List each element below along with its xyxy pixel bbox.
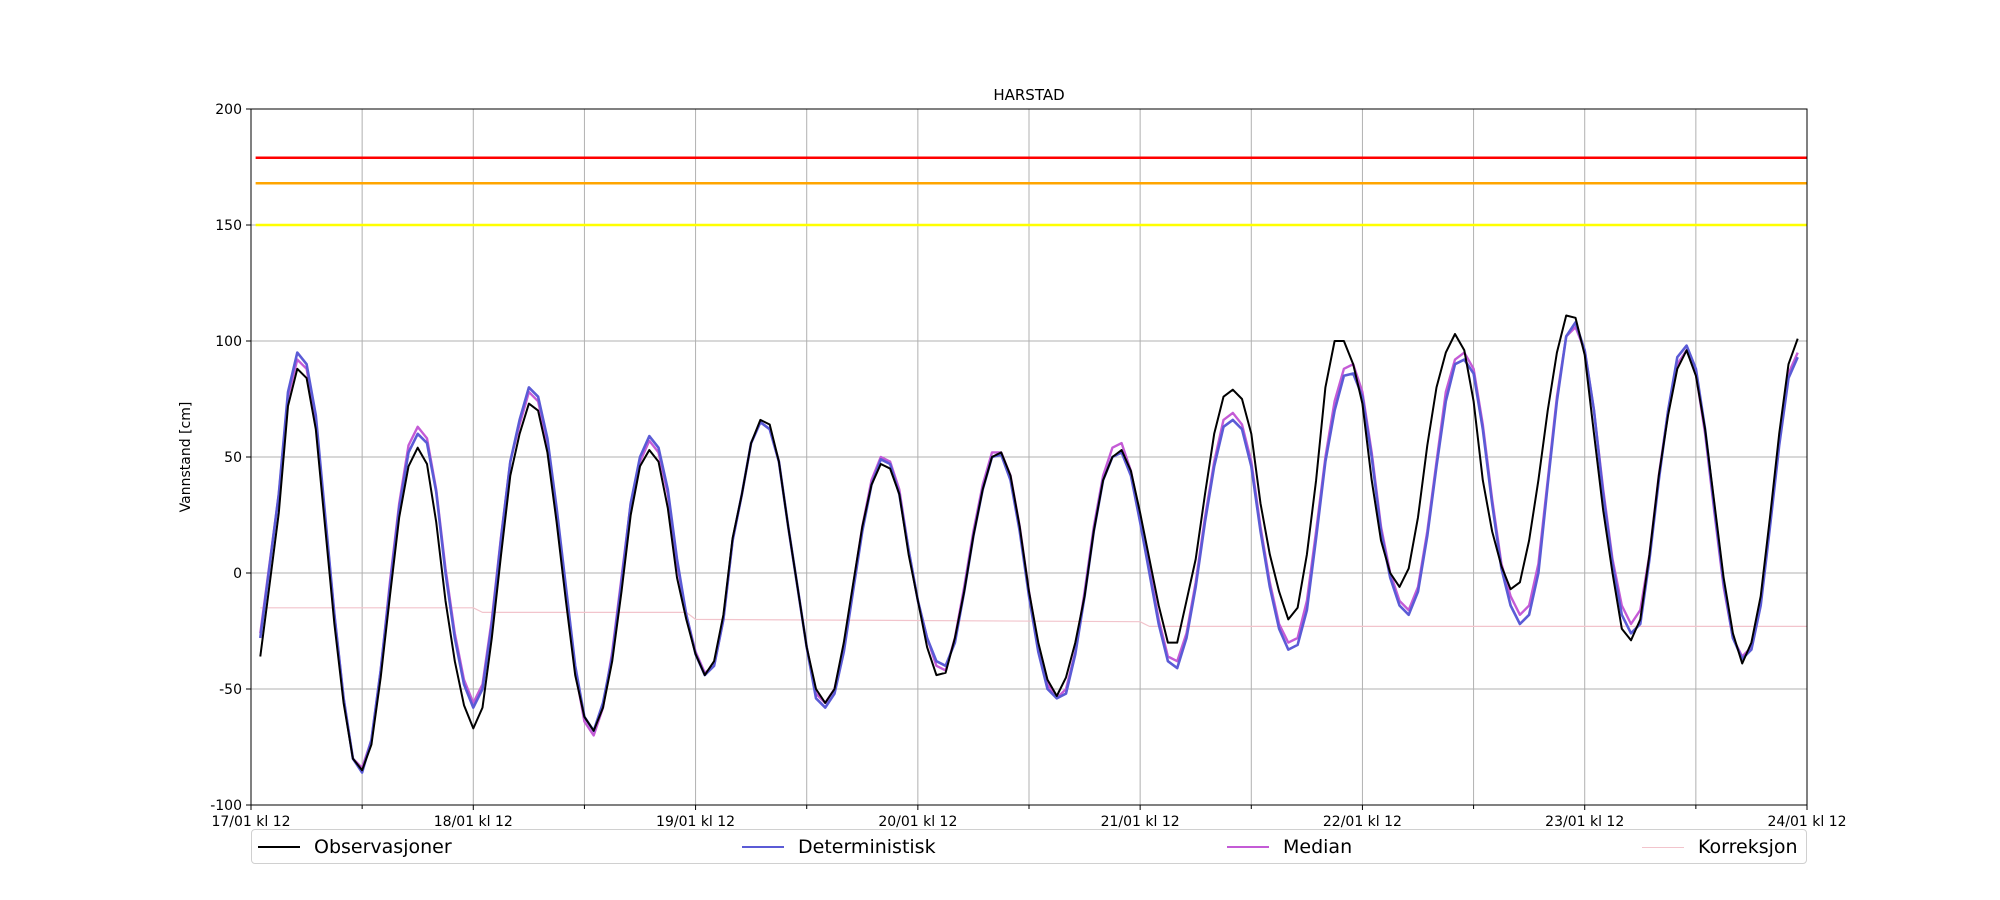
- x-tick-label: 22/01 kl 12: [1323, 814, 1402, 830]
- legend-swatch: [742, 846, 784, 848]
- y-tick-label: -100: [210, 798, 242, 814]
- y-tick-label: -50: [219, 682, 242, 698]
- y-tick-label: 150: [215, 218, 242, 234]
- series-lines: [259, 314, 1807, 774]
- series-line-deterministisk: [259, 321, 1799, 774]
- legend-item-deterministisk: Deterministisk: [742, 834, 936, 860]
- legend-swatch: [258, 846, 300, 848]
- y-axis-label: Vannstand [cm]: [178, 402, 194, 513]
- y-tick-label: 100: [215, 334, 242, 350]
- legend-swatch: [1642, 846, 1684, 848]
- series-line-observasjoner: [259, 314, 1799, 772]
- legend-label: Median: [1283, 836, 1353, 858]
- x-tick-label: 21/01 kl 12: [1101, 814, 1180, 830]
- x-tick-label: 24/01 kl 12: [1767, 814, 1846, 830]
- axis-ticks: -100 -50 0 50 100 150 200 17/01 kl 12 18/01 kl 1…: [210, 102, 1846, 830]
- chart-title: HARSTAD: [993, 86, 1064, 104]
- x-tick-label: 19/01 kl 12: [656, 814, 735, 830]
- x-tick-label: 20/01 kl 12: [878, 814, 957, 830]
- x-tick-label: 18/01 kl 12: [434, 814, 513, 830]
- x-tick-label: 23/01 kl 12: [1545, 814, 1624, 830]
- legend-label: Deterministisk: [798, 836, 936, 858]
- y-tick-label: 50: [224, 450, 242, 466]
- legend-swatch: [1227, 846, 1269, 848]
- legend-item-observasjoner: Observasjoner: [258, 834, 452, 860]
- x-tick-label: 17/01 kl 12: [211, 814, 290, 830]
- legend-item-median: Median: [1227, 834, 1352, 860]
- legend-label: Observasjoner: [314, 836, 452, 858]
- threshold-lines: [255, 156, 1807, 227]
- y-tick-label: 0: [233, 566, 242, 582]
- series-line-korreksjon: [260, 607, 1807, 628]
- legend-item-korreksjon: Korreksjon: [1642, 834, 1798, 860]
- legend: Observasjoner Deterministisk Median Korreks…: [251, 829, 1807, 864]
- legend-label: Korreksjon: [1698, 836, 1798, 858]
- y-tick-label: 200: [215, 102, 242, 118]
